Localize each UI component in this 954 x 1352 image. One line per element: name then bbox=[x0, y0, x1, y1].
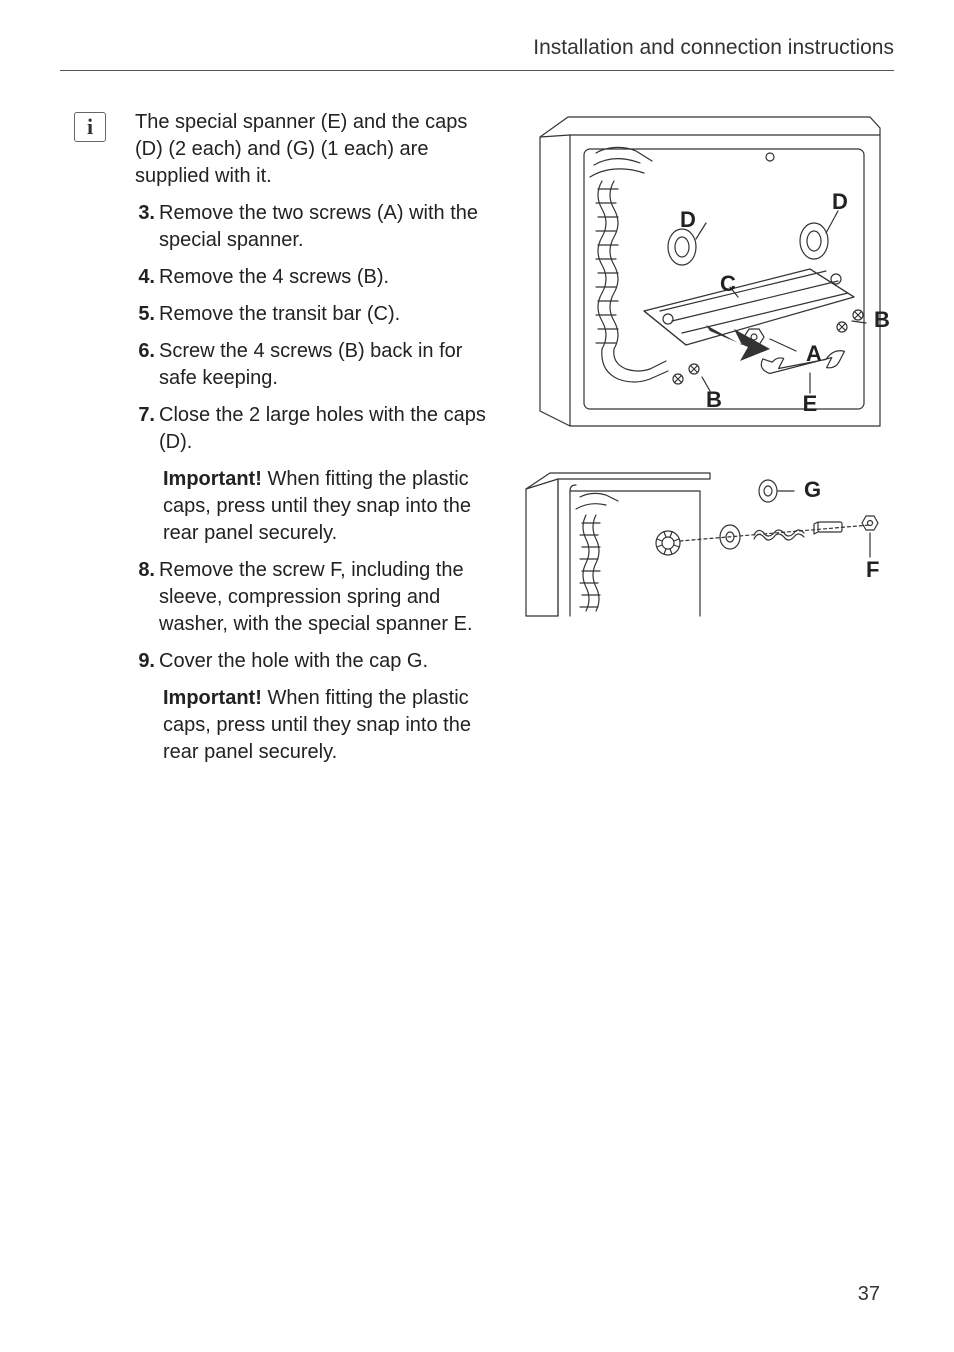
diagram-1: D D C A B B E bbox=[510, 111, 900, 431]
step-number: 3. bbox=[135, 200, 159, 254]
step-7: 7. Close the 2 large holes with the caps… bbox=[135, 402, 490, 456]
label-B1: B bbox=[706, 387, 722, 412]
step-number: 6. bbox=[135, 338, 159, 392]
label-D2: D bbox=[832, 189, 848, 214]
label-F: F bbox=[866, 557, 879, 582]
important-label: Important! bbox=[163, 687, 262, 709]
intro-paragraph: The special spanner (E) and the caps (D)… bbox=[135, 109, 490, 190]
step-text: Cover the hole with the cap G. bbox=[159, 648, 490, 675]
step-number: 9. bbox=[135, 648, 159, 675]
step-number: 4. bbox=[135, 264, 159, 291]
label-B2: B bbox=[874, 307, 890, 332]
step-text: Remove the two screws (A) with the speci… bbox=[159, 200, 490, 254]
step-number: 8. bbox=[135, 557, 159, 638]
step-4: 4. Remove the 4 screws (B). bbox=[135, 264, 490, 291]
step-text: Remove the transit bar (C). bbox=[159, 301, 490, 328]
important-label: Important! bbox=[163, 468, 262, 490]
label-A: A bbox=[806, 341, 822, 366]
section-header: Installation and connection instructions bbox=[60, 36, 894, 71]
step-8: 8. Remove the screw F, including the sle… bbox=[135, 557, 490, 638]
step-9: 9. Cover the hole with the cap G. bbox=[135, 648, 490, 675]
info-icon: i bbox=[74, 112, 106, 142]
step-text: Screw the 4 screws (B) back in for safe … bbox=[159, 338, 490, 392]
instruction-text: The special spanner (E) and the caps (D)… bbox=[135, 109, 490, 776]
label-E: E bbox=[803, 391, 818, 416]
page-number: 37 bbox=[858, 1283, 880, 1306]
step-number: 5. bbox=[135, 301, 159, 328]
important-note-1: Important! When fitting the plastic caps… bbox=[135, 466, 490, 547]
step-5: 5. Remove the transit bar (C). bbox=[135, 301, 490, 328]
step-text: Close the 2 large holes with the caps (D… bbox=[159, 402, 490, 456]
diagram-2: G F bbox=[510, 461, 900, 621]
label-G: G bbox=[804, 477, 821, 502]
label-D1: D bbox=[680, 207, 696, 232]
label-C: C bbox=[720, 271, 736, 296]
step-3: 3. Remove the two screws (A) with the sp… bbox=[135, 200, 490, 254]
step-number: 7. bbox=[135, 402, 159, 456]
important-note-2: Important! When fitting the plastic caps… bbox=[135, 685, 490, 766]
step-text: Remove the 4 screws (B). bbox=[159, 264, 490, 291]
step-text: Remove the screw F, including the sleeve… bbox=[159, 557, 490, 638]
step-6: 6. Screw the 4 screws (B) back in for sa… bbox=[135, 338, 490, 392]
